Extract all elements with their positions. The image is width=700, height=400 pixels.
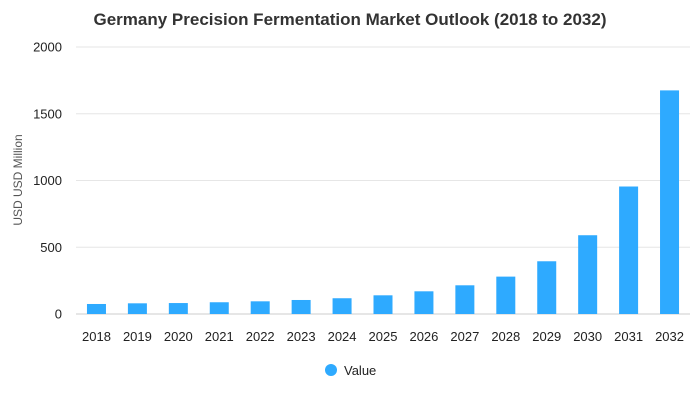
- x-tick-label: 2030: [573, 329, 602, 344]
- legend[interactable]: Value: [325, 363, 376, 378]
- y-tick-label: 2000: [33, 40, 62, 55]
- bar-2023[interactable]: [291, 299, 311, 314]
- y-axis-label: USD USD Million: [11, 134, 25, 225]
- bar-2030[interactable]: [578, 235, 598, 314]
- x-tick-label: 2025: [369, 329, 398, 344]
- x-tick-label: 2018: [82, 329, 111, 344]
- x-tick-label: 2028: [491, 329, 520, 344]
- bar-2028[interactable]: [496, 276, 516, 314]
- bar-2031[interactable]: [619, 186, 639, 314]
- bar-2020[interactable]: [168, 303, 188, 314]
- x-tick-label: 2023: [287, 329, 316, 344]
- x-tick-label: 2026: [409, 329, 438, 344]
- gridlines: [76, 46, 690, 315]
- x-tick-label: 2021: [205, 329, 234, 344]
- legend-marker-value[interactable]: [325, 364, 337, 376]
- bar-2025[interactable]: [373, 295, 393, 314]
- x-tick-label: 2020: [164, 329, 193, 344]
- bar-2024[interactable]: [332, 298, 352, 314]
- y-tick-label: 0: [55, 307, 62, 322]
- y-axis-ticks: 0 500 1000 1500 2000: [33, 40, 62, 322]
- x-tick-label: 2022: [246, 329, 275, 344]
- bar-2018[interactable]: [86, 303, 106, 314]
- bar-2026[interactable]: [414, 291, 434, 314]
- x-tick-label: 2032: [655, 329, 684, 344]
- x-tick-label: 2019: [123, 329, 152, 344]
- y-tick-label: 1500: [33, 106, 62, 121]
- x-tick-label: 2029: [532, 329, 561, 344]
- bar-2032[interactable]: [660, 90, 680, 314]
- x-tick-label: 2024: [328, 329, 357, 344]
- bar-2022[interactable]: [250, 301, 270, 314]
- y-tick-label: 500: [40, 240, 62, 255]
- bar-2019[interactable]: [127, 303, 147, 314]
- x-tick-label: 2031: [614, 329, 643, 344]
- bar-2027[interactable]: [455, 285, 475, 314]
- bar-2029[interactable]: [537, 261, 557, 314]
- bar-2021[interactable]: [209, 302, 229, 314]
- legend-label-value[interactable]: Value: [344, 363, 376, 378]
- y-tick-label: 1000: [33, 173, 62, 188]
- chart-title: Germany Precision Fermentation Market Ou…: [94, 10, 607, 29]
- x-tick-label: 2027: [450, 329, 479, 344]
- x-axis-ticks: 2018 2019 2020 2021 2022 2023 2024 2025 2026 2027…: [82, 329, 684, 344]
- bars: [86, 90, 680, 314]
